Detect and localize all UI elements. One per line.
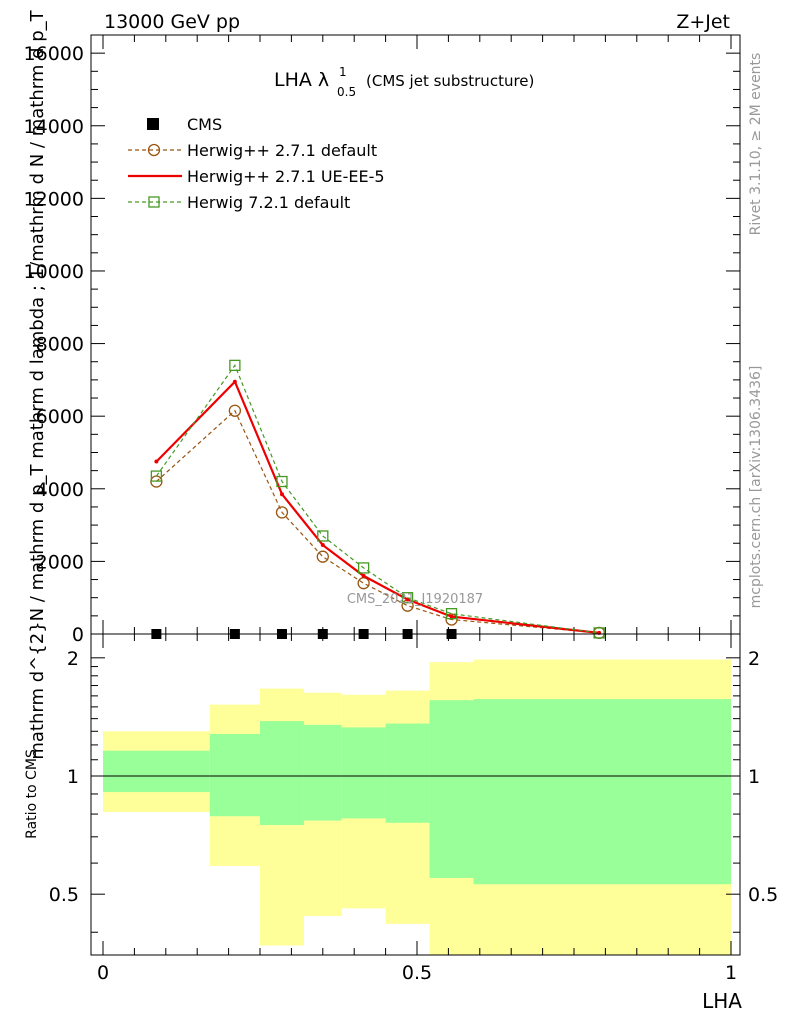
main-y-tick-label: 8000 xyxy=(36,334,84,356)
ratio-y-axis: 0.5 0.5 1 1 2 2 xyxy=(49,648,778,933)
ratio-band-inner xyxy=(473,699,731,885)
main-y-axis: 0 2000 4000 6000 8000 10000 12000 14000 16000 xyxy=(24,35,740,646)
ratio-bands xyxy=(103,659,731,955)
herwig-ueee5-point xyxy=(320,543,325,548)
herwig7-point xyxy=(229,359,241,372)
ratio-x-axis: 0 0.5 1 xyxy=(97,634,737,984)
series-line-2 xyxy=(155,379,600,634)
series-line-3 xyxy=(155,364,600,634)
ratio-y-tick-label: 1 xyxy=(67,766,79,788)
ratio-y-tick-label: 2 xyxy=(67,648,79,670)
herwig-default-point xyxy=(445,613,458,626)
main-y-tick-label: 4000 xyxy=(36,479,84,501)
ratio-band-inner xyxy=(260,721,304,826)
ratio-band-inner xyxy=(303,724,342,821)
legend: CMS Herwig++ 2.7.1 default Herwig++ 2.7.… xyxy=(128,115,385,212)
legend-herwig-default-marker xyxy=(147,143,161,157)
herwig-default-point xyxy=(275,506,289,519)
legend-cms-marker xyxy=(147,118,159,130)
ratio-y-tick-label-right: 0.5 xyxy=(748,884,778,906)
herwig7-point xyxy=(276,475,288,488)
legend-label-herwig-ueee5: Herwig++ 2.7.1 UE-EE-5 xyxy=(187,167,385,186)
herwig7-point xyxy=(150,470,163,482)
herwig-default-point xyxy=(228,404,242,417)
herwig-default-point xyxy=(316,550,329,563)
main-y-tick-label: 10000 xyxy=(24,261,84,283)
title-sup: 1 xyxy=(339,65,347,79)
herwig7-point xyxy=(317,530,329,542)
watermark: CMS_2021_I1920187 xyxy=(347,592,483,607)
herwig-ueee5-point xyxy=(154,459,159,464)
ratio-panel: 0.5 0.51 12 2 0 0.5 1 Ratio to CMS LHA xyxy=(24,633,778,1013)
herwig-default-point xyxy=(357,577,370,590)
mcplots-label: mcplots.cern.ch [arXiv:1306.3436] xyxy=(748,366,764,609)
main-y-tick-label: 12000 xyxy=(24,188,84,210)
herwig-ueee5-point xyxy=(361,573,366,578)
ratio-band-inner xyxy=(429,700,474,878)
main-y-tick-label: 16000 xyxy=(24,43,84,65)
title-tail: (CMS jet substructure) xyxy=(366,72,534,90)
main-y-tick-label: 0 xyxy=(72,624,84,646)
x-tick-label: 1 xyxy=(725,962,737,984)
legend-herwig7-marker xyxy=(148,196,160,208)
x-axis-label: LHA xyxy=(702,989,742,1013)
ratio-band-inner xyxy=(103,750,210,793)
title-sub: 0.5 xyxy=(337,85,356,99)
herwig7-point xyxy=(445,608,458,620)
rivet-label: Rivet 3.1.10, ≥ 2M events xyxy=(748,53,764,236)
legend-label-cms: CMS xyxy=(187,115,222,134)
main-panel: 0 2000 4000 6000 8000 10000 12000 14000 16000 CM… xyxy=(24,34,741,646)
header-right: Z+Jet xyxy=(676,11,730,33)
x-tick-label: 0 xyxy=(97,962,109,984)
herwig7-point xyxy=(401,592,414,604)
chart-title: LHA λ 1 0.5 (CMS jet substructure) xyxy=(274,65,534,99)
main-y-tick-label: 2000 xyxy=(36,551,84,573)
header-left: 13000 GeV pp xyxy=(104,11,240,33)
ratio-frame xyxy=(90,633,741,956)
main-y-tick-label: 6000 xyxy=(36,406,84,428)
ratio-band-inner xyxy=(385,723,430,823)
main-y-tick-label: 14000 xyxy=(24,116,84,138)
legend-label-herwig7: Herwig 7.2.1 default xyxy=(187,193,350,212)
ratio-y-label: Ratio to CMS xyxy=(24,749,40,839)
legend-label-herwig-default: Herwig++ 2.7.1 default xyxy=(187,141,377,160)
ylabel-line-1: mathrm d^{2}N / mathrm d p_T mathrm d la… xyxy=(27,9,48,759)
ratio-y-tick-label-right: 2 xyxy=(748,648,760,670)
title-main: LHA λ xyxy=(274,69,329,91)
herwig-ueee5-point xyxy=(449,614,454,619)
main-y-label: mathrm d^{2}N / mathrm d p_T mathrm d la… xyxy=(27,9,48,759)
x-tick-label: 0.5 xyxy=(402,962,432,984)
ratio-band-inner xyxy=(209,733,260,817)
ratio-band-inner xyxy=(341,727,386,819)
series-line-1 xyxy=(155,409,600,634)
herwig7-point xyxy=(357,562,370,574)
herwig-ueee5-point xyxy=(232,379,237,384)
herwig-ueee5-point xyxy=(279,492,284,497)
ratio-y-tick-label-right: 1 xyxy=(748,766,760,788)
herwig7-point xyxy=(593,627,605,639)
ratio-y-tick-label: 0.5 xyxy=(49,884,79,906)
